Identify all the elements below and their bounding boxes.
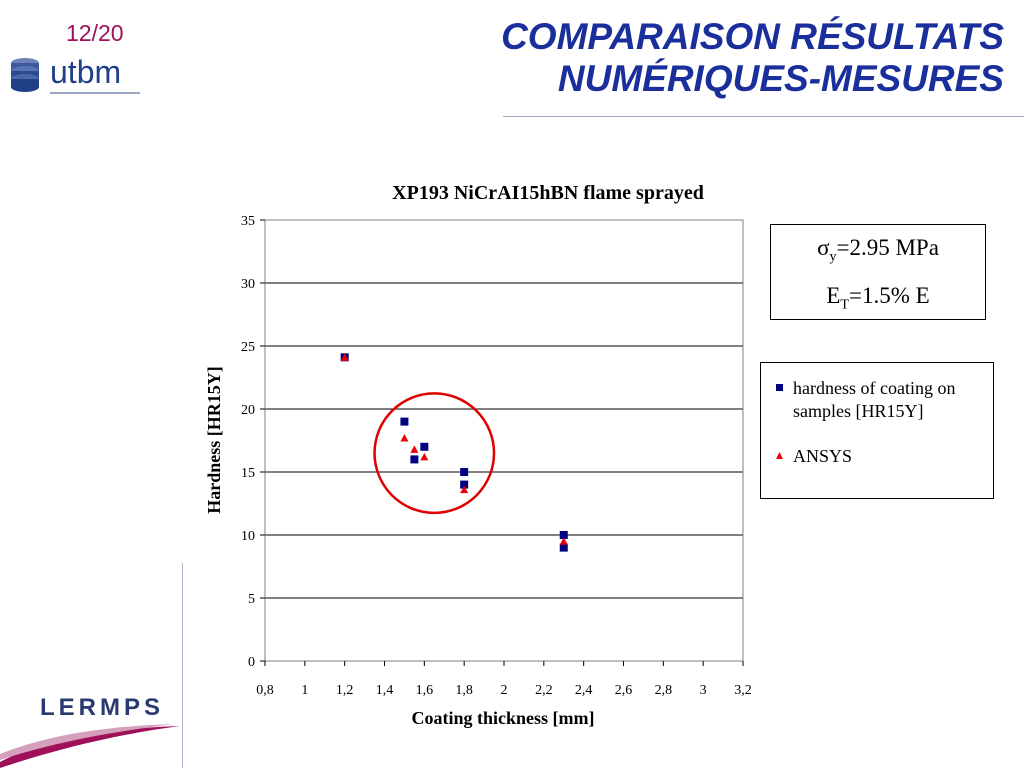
utbm-logo-text: utbm xyxy=(50,54,122,90)
data-point-ansys xyxy=(559,537,568,545)
square-marker-icon xyxy=(776,384,783,391)
slide-title: COMPARAISON RÉSULTATS NUMÉRIQUES-MESURES xyxy=(501,16,1004,100)
lermps-logo: LERMPS xyxy=(0,690,182,768)
x-tick-label: 2,8 xyxy=(655,683,673,698)
legend-label-measured: hardness of coating on samples [HR15Y] xyxy=(793,378,956,421)
data-point-measured xyxy=(460,480,469,489)
data-point-measured xyxy=(420,442,429,451)
utbm-stack-icon xyxy=(11,58,39,92)
x-tick-label: 1,8 xyxy=(455,683,473,698)
lermps-logo-text: LERMPS xyxy=(40,694,165,721)
x-tick-label: 2,2 xyxy=(535,683,553,698)
chart-gridlines xyxy=(265,282,743,599)
x-tick-label: 0,8 xyxy=(256,683,274,698)
x-tick-label: 2 xyxy=(501,683,508,698)
lermps-swoosh-icon xyxy=(0,724,180,768)
data-point-measured xyxy=(559,531,568,539)
x-tick-label: 2,4 xyxy=(575,683,593,698)
y-tick-label: 5 xyxy=(248,592,255,607)
x-tick-label: 2,6 xyxy=(615,683,633,698)
y-tick-label: 15 xyxy=(241,466,255,481)
y-tick-label: 10 xyxy=(241,529,255,544)
x-tick-label: 1,4 xyxy=(376,683,394,698)
legend-label-ansys: ANSYS xyxy=(793,446,853,466)
utbm-underline xyxy=(50,92,140,94)
data-point-measured xyxy=(559,543,568,552)
plot-area xyxy=(264,219,744,662)
y-tick-label: 35 xyxy=(241,214,255,229)
highlight-circle xyxy=(373,392,496,515)
page-number: 12/20 xyxy=(66,20,124,46)
data-point-measured xyxy=(410,455,419,464)
data-point-ansys xyxy=(420,452,429,461)
utbm-logo: utbm xyxy=(8,54,140,96)
y-tick-label: 20 xyxy=(241,403,255,418)
y-tick-label: 0 xyxy=(248,655,255,670)
data-point-ansys xyxy=(340,353,349,361)
title-divider xyxy=(503,116,1024,117)
highlight-annotation xyxy=(373,392,496,515)
data-point-measured xyxy=(460,468,469,476)
x-tick-label: 3,2 xyxy=(734,683,752,698)
sigma-y-value: σy=2.95 MPa xyxy=(817,235,939,265)
y-axis: 0 5 10 15 20 25 30 35 xyxy=(241,214,265,670)
x-tick-label: 3 xyxy=(700,683,707,698)
chart-legend: hardness of coating on samples [HR15Y] A… xyxy=(760,362,994,499)
series-ansys xyxy=(340,353,568,545)
y-tick-label: 25 xyxy=(241,340,255,355)
x-tick-label: 1,6 xyxy=(416,683,434,698)
data-point-measured xyxy=(400,417,409,426)
y-tick-label: 30 xyxy=(241,277,255,292)
et-value: ET=1.5% E xyxy=(826,283,930,313)
triangle-marker-icon xyxy=(776,452,783,459)
slide-title-line2: NUMÉRIQUES-MESURES xyxy=(557,58,1004,99)
x-tick-label: 1 xyxy=(301,683,308,698)
parameter-box: σy=2.95 MPa ET=1.5% E xyxy=(770,224,986,320)
y-axis-label: Hardness [HR15Y] xyxy=(204,366,224,514)
sidebar-divider xyxy=(182,563,183,768)
slide-title-line1: COMPARAISON RÉSULTATS xyxy=(501,16,1004,57)
data-point-ansys xyxy=(460,485,469,494)
chart-title: XP193 NiCrAI15hBN flame sprayed xyxy=(392,182,704,204)
data-point-ansys xyxy=(400,433,409,442)
x-axis-label: Coating thickness [mm] xyxy=(412,708,595,728)
x-tick-label: 1,2 xyxy=(336,683,354,698)
data-point-ansys xyxy=(410,445,419,453)
x-axis: 0,8 1 1,2 1,4 1,6 1,8 2 2,2 2,4 2,6 2,8 3 3,2 xyxy=(256,661,752,698)
